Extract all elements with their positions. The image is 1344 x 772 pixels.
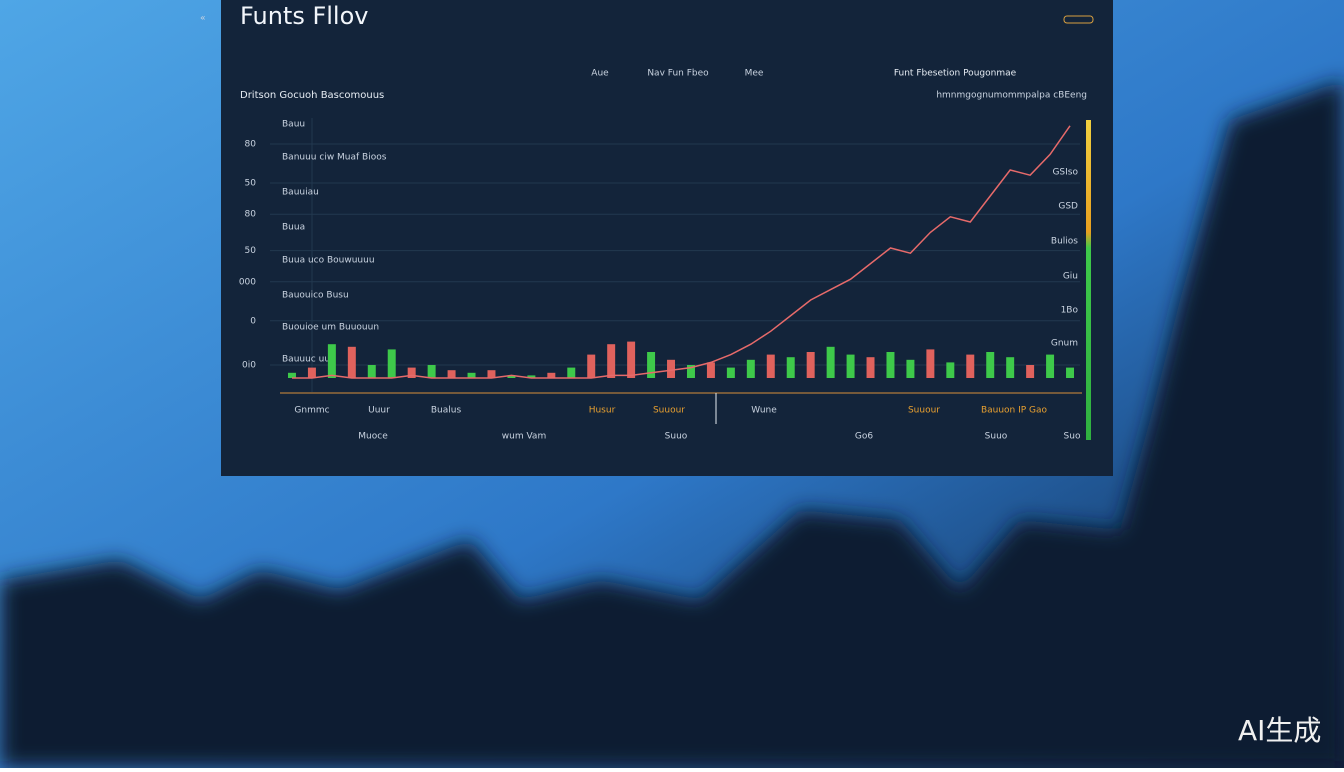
bar	[1046, 354, 1055, 378]
axis-label: Suo	[1064, 432, 1081, 442]
axis-label: Bauuon IP Gao	[981, 406, 1048, 416]
y-tick-label: 0	[250, 316, 256, 326]
axis-label: Bualus	[431, 406, 462, 416]
row-label: Banuuu ciw Muaf Bioos	[282, 153, 387, 163]
bar	[567, 367, 576, 378]
line	[291, 125, 1071, 379]
bar	[986, 352, 995, 378]
bar	[427, 365, 436, 378]
row-label: Bauouico Busu	[282, 291, 349, 301]
bar	[686, 365, 695, 378]
right-label: Bulios	[1051, 237, 1078, 247]
axis-label: Suuo	[985, 432, 1008, 442]
bar	[447, 370, 456, 378]
right-label: GSIso	[1052, 168, 1078, 178]
axis-label: Husur	[589, 406, 616, 416]
watermark: AI生成	[1238, 714, 1321, 747]
bar	[627, 341, 636, 378]
bar	[886, 352, 895, 378]
bar	[1026, 365, 1035, 378]
city-silhouette	[0, 80, 1344, 768]
right-label: Giu	[1063, 272, 1078, 282]
bar	[966, 354, 975, 378]
subtitle: Dritson Gocuoh Bascomouus	[240, 90, 384, 101]
bar	[327, 344, 336, 378]
axis-label: wum Vam	[502, 432, 546, 442]
y-tick-label: 0i0	[242, 361, 256, 371]
icon: «	[200, 14, 206, 24]
bar	[806, 352, 815, 378]
bar	[1066, 367, 1075, 378]
axis-label: Go6	[855, 432, 873, 442]
nav-item[interactable]: Aue	[591, 69, 609, 79]
bar	[287, 372, 296, 378]
y-tick-label: 000	[239, 277, 256, 287]
nav-item[interactable]: Funt Fbesetion Pougonmae	[894, 69, 1017, 79]
bar	[387, 349, 396, 378]
bar	[647, 352, 656, 378]
nav-item[interactable]: Mee	[745, 69, 764, 79]
bar	[746, 359, 755, 378]
row-label: Bauuuc uua	[282, 355, 336, 365]
bar	[1006, 357, 1015, 378]
y-tick-label: 80	[245, 140, 257, 150]
bar	[587, 354, 596, 378]
bar	[527, 375, 536, 378]
panel	[221, 0, 1113, 476]
axis-label: Wune	[751, 406, 777, 416]
toggle[interactable]	[1063, 15, 1094, 24]
row-label: Buua	[282, 223, 305, 233]
right-label: 1Bo	[1061, 306, 1079, 316]
row-label: Buua uco Bouwuuuu	[282, 256, 375, 266]
bar	[507, 375, 516, 378]
bar	[866, 357, 875, 378]
bar	[667, 359, 676, 378]
right-label: Gnum	[1051, 339, 1078, 349]
axis-label: Gnmmc	[294, 406, 329, 416]
bar	[826, 346, 835, 378]
axis-label: Muoce	[358, 432, 388, 442]
axis-label: Suuo	[665, 432, 688, 442]
bar	[307, 367, 316, 378]
bar	[946, 362, 955, 378]
axis-label: Suuour	[908, 406, 940, 416]
bar	[766, 354, 775, 378]
row-label: Buouioe um Buuouun	[282, 323, 379, 333]
nav-item[interactable]: Nav Fun Fbeo	[647, 69, 709, 79]
bar	[547, 372, 556, 378]
axis-label: Suuour	[653, 406, 685, 416]
y-tick-label: 80	[245, 210, 257, 220]
row-label: Bauuiau	[282, 188, 319, 198]
bar	[906, 359, 915, 378]
bar	[467, 372, 476, 378]
bar	[367, 365, 376, 378]
y-tick-label: 50	[245, 179, 257, 189]
bar	[347, 346, 356, 378]
bar	[607, 344, 616, 378]
row-label: Bauu	[282, 120, 305, 130]
right-label: GSD	[1058, 202, 1078, 212]
bar	[786, 357, 795, 378]
subtitle: hmnmgognumommpalpa cBEeng	[936, 91, 1087, 101]
bar	[726, 367, 735, 378]
bar	[846, 354, 855, 378]
bar	[926, 349, 935, 378]
y-tick-label: 50	[245, 246, 257, 256]
bar	[706, 362, 715, 378]
bar	[487, 370, 496, 378]
gauge	[1086, 120, 1091, 440]
bar	[407, 367, 416, 378]
axis-label: Uuur	[368, 406, 390, 416]
title: Funts Fllov	[240, 2, 368, 30]
